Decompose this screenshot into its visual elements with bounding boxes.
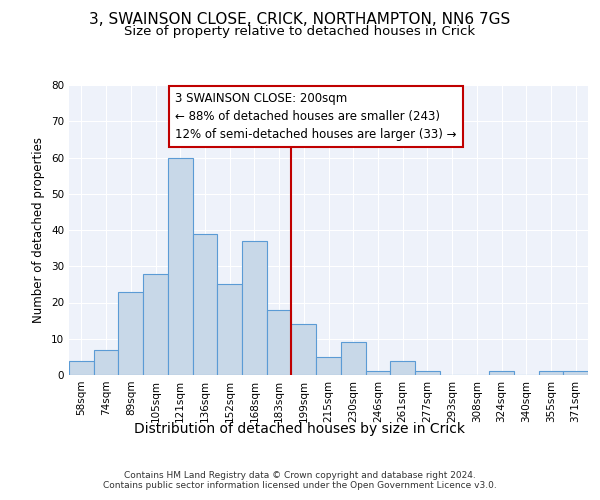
- Bar: [415, 372, 440, 375]
- Bar: [539, 372, 563, 375]
- Text: Contains HM Land Registry data © Crown copyright and database right 2024.
Contai: Contains HM Land Registry data © Crown c…: [103, 470, 497, 490]
- Bar: [69, 360, 94, 375]
- Bar: [143, 274, 168, 375]
- Bar: [365, 372, 390, 375]
- Bar: [390, 360, 415, 375]
- Bar: [168, 158, 193, 375]
- Bar: [292, 324, 316, 375]
- Text: 3 SWAINSON CLOSE: 200sqm
← 88% of detached houses are smaller (243)
12% of semi-: 3 SWAINSON CLOSE: 200sqm ← 88% of detach…: [175, 92, 457, 141]
- Bar: [217, 284, 242, 375]
- Bar: [267, 310, 292, 375]
- Bar: [563, 372, 588, 375]
- Bar: [193, 234, 217, 375]
- Bar: [118, 292, 143, 375]
- Bar: [94, 350, 118, 375]
- Bar: [316, 357, 341, 375]
- Text: Distribution of detached houses by size in Crick: Distribution of detached houses by size …: [134, 422, 466, 436]
- Y-axis label: Number of detached properties: Number of detached properties: [32, 137, 46, 323]
- Bar: [242, 241, 267, 375]
- Text: 3, SWAINSON CLOSE, CRICK, NORTHAMPTON, NN6 7GS: 3, SWAINSON CLOSE, CRICK, NORTHAMPTON, N…: [89, 12, 511, 28]
- Bar: [489, 372, 514, 375]
- Text: Size of property relative to detached houses in Crick: Size of property relative to detached ho…: [124, 25, 476, 38]
- Bar: [341, 342, 365, 375]
